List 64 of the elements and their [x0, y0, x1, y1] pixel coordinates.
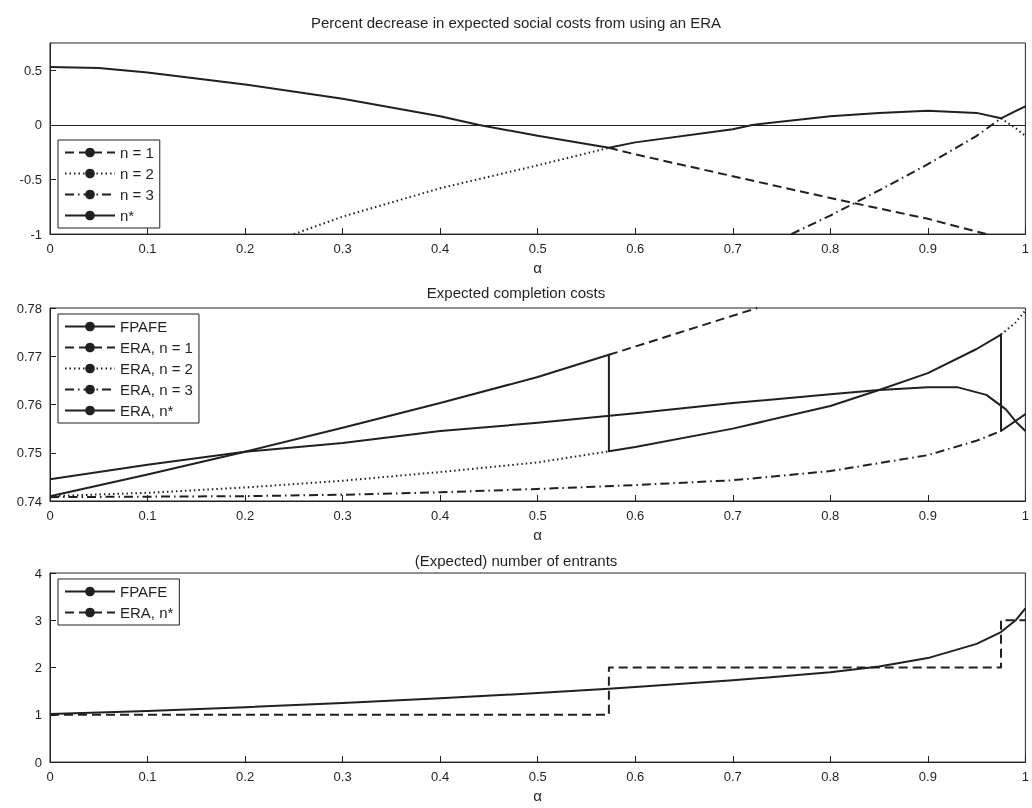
x-tick-label: 0.5 — [528, 769, 547, 785]
x-tick-label: 0.3 — [333, 241, 352, 257]
y-tick-label: -0.5 — [19, 172, 42, 187]
x-tick-label: 0.5 — [528, 241, 547, 257]
x-tick-label: 0.2 — [236, 508, 255, 523]
x-axis-title: α — [533, 787, 543, 804]
legend-label: ERA, n = 3 — [120, 381, 193, 398]
x-tick-label: 0 — [46, 769, 54, 785]
x-tick-label: 0.9 — [918, 241, 937, 257]
x-tick-label: 0.2 — [236, 241, 255, 257]
x-axis-title: α — [533, 525, 543, 543]
x-tick-label: 0.9 — [918, 508, 937, 523]
legend-label: ERA, n* — [120, 402, 174, 419]
y-tick-label: -1 — [30, 226, 42, 242]
x-tick-label: 0.1 — [138, 508, 157, 523]
legend-label: ERA, n = 1 — [120, 339, 193, 356]
y-tick-label: 2 — [34, 660, 42, 676]
x-tick-label: 0.9 — [918, 769, 937, 785]
x-tick-label: 1 — [1021, 508, 1029, 523]
x-tick-label: 0.8 — [821, 508, 840, 523]
x-tick-label: 0.6 — [626, 241, 645, 257]
x-tick-label: 0.7 — [723, 508, 742, 523]
legend-label: ERA, n = 2 — [120, 360, 193, 377]
chart-title: Expected completion costs — [426, 284, 606, 301]
y-tick-label: 0.5 — [23, 62, 42, 78]
x-tick-label: 0.1 — [138, 241, 157, 257]
x-tick-label: 0.4 — [431, 241, 450, 257]
x-tick-label: 0.4 — [431, 769, 450, 785]
x-tick-label: 0.7 — [723, 769, 742, 785]
y-tick-label: 4 — [34, 565, 42, 581]
x-tick-label: 0.1 — [138, 769, 157, 785]
x-tick-label: 0.8 — [821, 769, 840, 785]
y-tick-label: 0.78 — [16, 300, 42, 316]
legend-label: n = 3 — [120, 186, 154, 203]
x-tick-label: 0 — [46, 508, 54, 523]
y-tick-label: 0.76 — [16, 397, 42, 412]
y-tick-label: 0.75 — [16, 445, 42, 461]
x-tick-label: 0.5 — [528, 508, 547, 523]
x-tick-label: 1 — [1021, 769, 1029, 785]
chart-title: (Expected) number of entrants — [414, 552, 618, 569]
chart-title: Percent decrease in expected social costs from using an ERA — [310, 14, 722, 31]
y-tick-label: 1 — [34, 707, 42, 723]
x-tick-label: 1 — [1021, 241, 1029, 257]
y-tick-label: 3 — [34, 612, 42, 628]
y-tick-label: 0 — [34, 754, 42, 770]
y-tick-label: 0.74 — [16, 493, 42, 509]
x-tick-label: 0.6 — [626, 769, 645, 785]
x-tick-label: 0.7 — [723, 241, 742, 257]
legend-label: ERA, n* — [120, 604, 174, 621]
legend-label: n = 1 — [120, 144, 154, 161]
x-tick-label: 0 — [46, 241, 54, 257]
legend-label: n* — [120, 207, 135, 224]
x-axis-title: α — [533, 259, 543, 276]
legend-label: FPAFE — [120, 583, 168, 600]
y-tick-label: 0 — [34, 117, 42, 133]
x-tick-label: 0.2 — [236, 769, 255, 785]
x-tick-label: 0.4 — [431, 508, 450, 523]
x-tick-label: 0.8 — [821, 241, 840, 257]
x-tick-label: 0.3 — [333, 508, 352, 523]
y-tick-label: 0.77 — [16, 348, 42, 364]
legend-label: FPAFE — [120, 318, 168, 335]
x-tick-label: 0.6 — [626, 508, 645, 523]
legend-label: n = 2 — [120, 165, 154, 182]
x-tick-label: 0.3 — [333, 769, 352, 785]
